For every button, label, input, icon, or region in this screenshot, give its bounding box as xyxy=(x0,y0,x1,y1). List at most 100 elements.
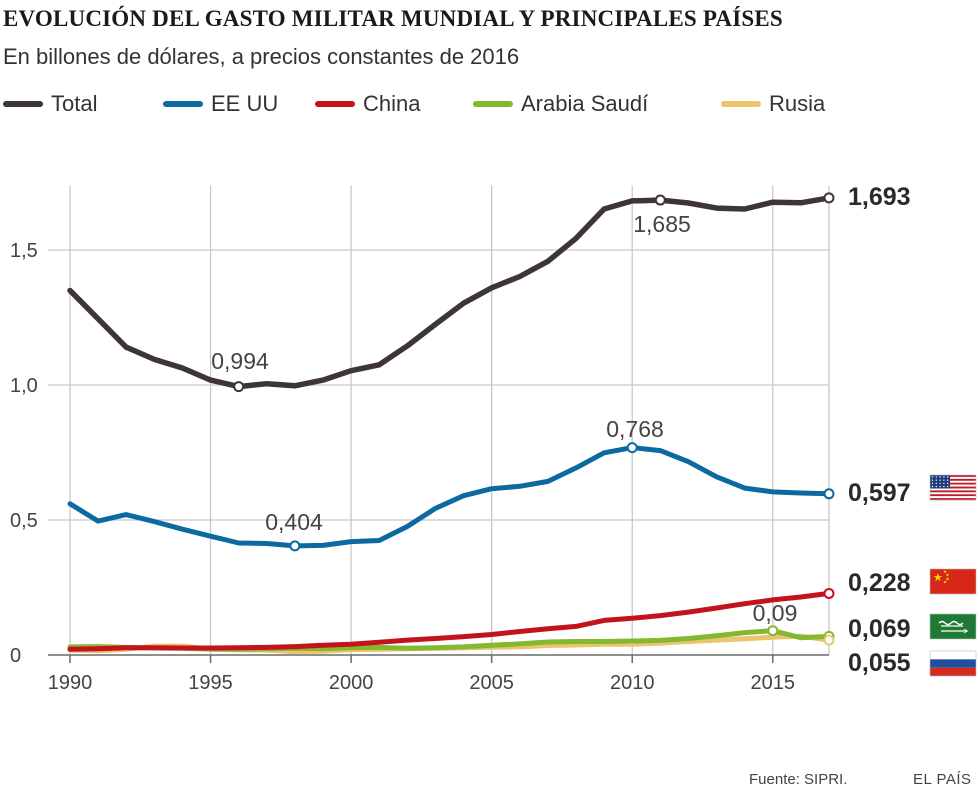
us-stripe-0 xyxy=(930,475,976,478)
us-stripe-3 xyxy=(930,480,976,483)
annotation-marker-0 xyxy=(233,381,245,393)
sa-sword xyxy=(941,628,969,634)
chart-subtitle: En billones de dólares, a precios consta… xyxy=(3,44,520,69)
annotation-label-1: 1,685 xyxy=(633,211,691,237)
cn-field xyxy=(930,569,976,594)
annotation-label-4: 0,09 xyxy=(753,600,798,626)
y-tick-label-0: 0 xyxy=(10,645,21,667)
us-stripe-10 xyxy=(930,494,976,497)
y-tick-label-2: 1,0 xyxy=(10,375,38,397)
y-tick-label-3: 1,5 xyxy=(10,240,38,262)
us-star xyxy=(939,485,941,488)
end-label-0: 1,693 xyxy=(848,183,911,211)
us-star xyxy=(947,476,949,478)
ru-red xyxy=(930,667,976,676)
us-star xyxy=(939,479,941,481)
end-label-1: 0,597 xyxy=(848,479,911,507)
x-tick-label-2000: 2000 xyxy=(329,672,374,694)
us-stripe-5 xyxy=(930,484,976,487)
legend-swatch-eeuu xyxy=(163,101,203,107)
us-star xyxy=(947,485,949,488)
us-star xyxy=(935,482,937,485)
legend-label-rusia: Rusia xyxy=(769,91,826,116)
us-star xyxy=(931,476,934,478)
legend-label-arabia: Arabia Saudí xyxy=(521,91,649,116)
china-flag-icon-border xyxy=(929,568,977,595)
legend-label-china: China xyxy=(363,91,421,116)
us-stripe-6 xyxy=(930,486,976,489)
cn-big-star: ★ xyxy=(933,571,943,584)
us-star xyxy=(935,479,937,481)
us-canton xyxy=(930,475,950,489)
us-flag-icon xyxy=(929,474,977,501)
end-marker-0 xyxy=(823,192,835,204)
us-star xyxy=(947,482,949,485)
annotation-marker-4 xyxy=(767,625,779,637)
sa-script xyxy=(938,620,964,627)
legend-swatch-china xyxy=(315,101,355,107)
cn-small-star-0: ★ xyxy=(943,569,947,575)
end-marker-4 xyxy=(823,634,835,646)
x-tick-label-2005: 2005 xyxy=(469,672,514,694)
cn-small-star-3: ★ xyxy=(943,580,947,586)
ru-blue xyxy=(930,659,976,668)
us-star xyxy=(943,479,945,481)
us-star xyxy=(947,479,949,481)
x-tick-label-2015: 2015 xyxy=(751,672,796,694)
us-star xyxy=(943,482,945,485)
end-marker-1 xyxy=(823,488,835,500)
us-star xyxy=(935,476,937,478)
chart-title: EVOLUCIÓN DEL GASTO MILITAR MUNDIAL Y PR… xyxy=(3,6,783,31)
series-line-0 xyxy=(67,195,832,390)
us-star xyxy=(943,485,945,488)
russia-flag-icon-border xyxy=(929,650,977,677)
legend-item-eeuu: EE UU xyxy=(163,90,278,118)
us-star xyxy=(931,485,934,488)
us-star xyxy=(939,482,941,485)
legend-item-total: Total xyxy=(3,90,97,118)
annotation-marker-1 xyxy=(654,194,666,206)
annotation-label-3: 0,768 xyxy=(606,416,664,442)
legend-label-eeuu: EE UU xyxy=(211,91,279,116)
series-line-1 xyxy=(67,445,832,549)
end-marker-2 xyxy=(823,587,835,599)
cn-small-star-1: ★ xyxy=(946,573,950,579)
annotation-label-2: 0,404 xyxy=(265,509,323,535)
brand-logo-text: EL PAÍS xyxy=(913,771,972,788)
russia-flag-icon xyxy=(929,650,977,677)
y-tick-label-1: 0,5 xyxy=(10,510,38,532)
us-star xyxy=(931,479,934,481)
series-line-2 xyxy=(67,590,832,652)
legend-label-total: Total xyxy=(51,91,98,116)
us-star xyxy=(935,485,937,488)
end-label-3: 0,069 xyxy=(848,615,911,643)
end-label-2: 0,228 xyxy=(848,569,911,597)
us-star xyxy=(939,476,941,478)
saudi-flag-icon-border xyxy=(929,613,977,640)
ru-white xyxy=(930,651,976,660)
us-stripe-1 xyxy=(930,476,976,480)
us-stripe-12 xyxy=(930,498,976,501)
x-tick-label-1990: 1990 xyxy=(48,672,93,694)
us-star xyxy=(943,476,945,478)
source-note: Fuente: SIPRI. xyxy=(749,771,848,788)
annotation-marker-2 xyxy=(289,540,301,552)
legend-item-china: China xyxy=(315,90,420,118)
legend-item-arabia: Arabia Saudí xyxy=(473,90,648,118)
annotation-label-0: 0,994 xyxy=(211,348,269,374)
legend: Total EE UU China Arabia Saudí Rusia xyxy=(3,90,978,118)
us-stripe-7 xyxy=(930,488,976,491)
us-star xyxy=(931,482,934,485)
cn-small-star-2: ★ xyxy=(946,577,950,583)
china-flag-icon: ★ ★★★★ xyxy=(929,568,977,595)
us-stripe-2 xyxy=(930,478,976,481)
legend-swatch-total xyxy=(3,101,43,107)
us-stripe-4 xyxy=(930,482,976,485)
us-stripe-9 xyxy=(930,492,976,495)
us-flag-icon-border xyxy=(929,474,977,501)
us-stripe-8 xyxy=(930,490,976,493)
x-tick-label-2010: 2010 xyxy=(610,672,655,694)
annotation-marker-3 xyxy=(626,442,638,454)
saudi-flag-icon xyxy=(929,613,977,640)
